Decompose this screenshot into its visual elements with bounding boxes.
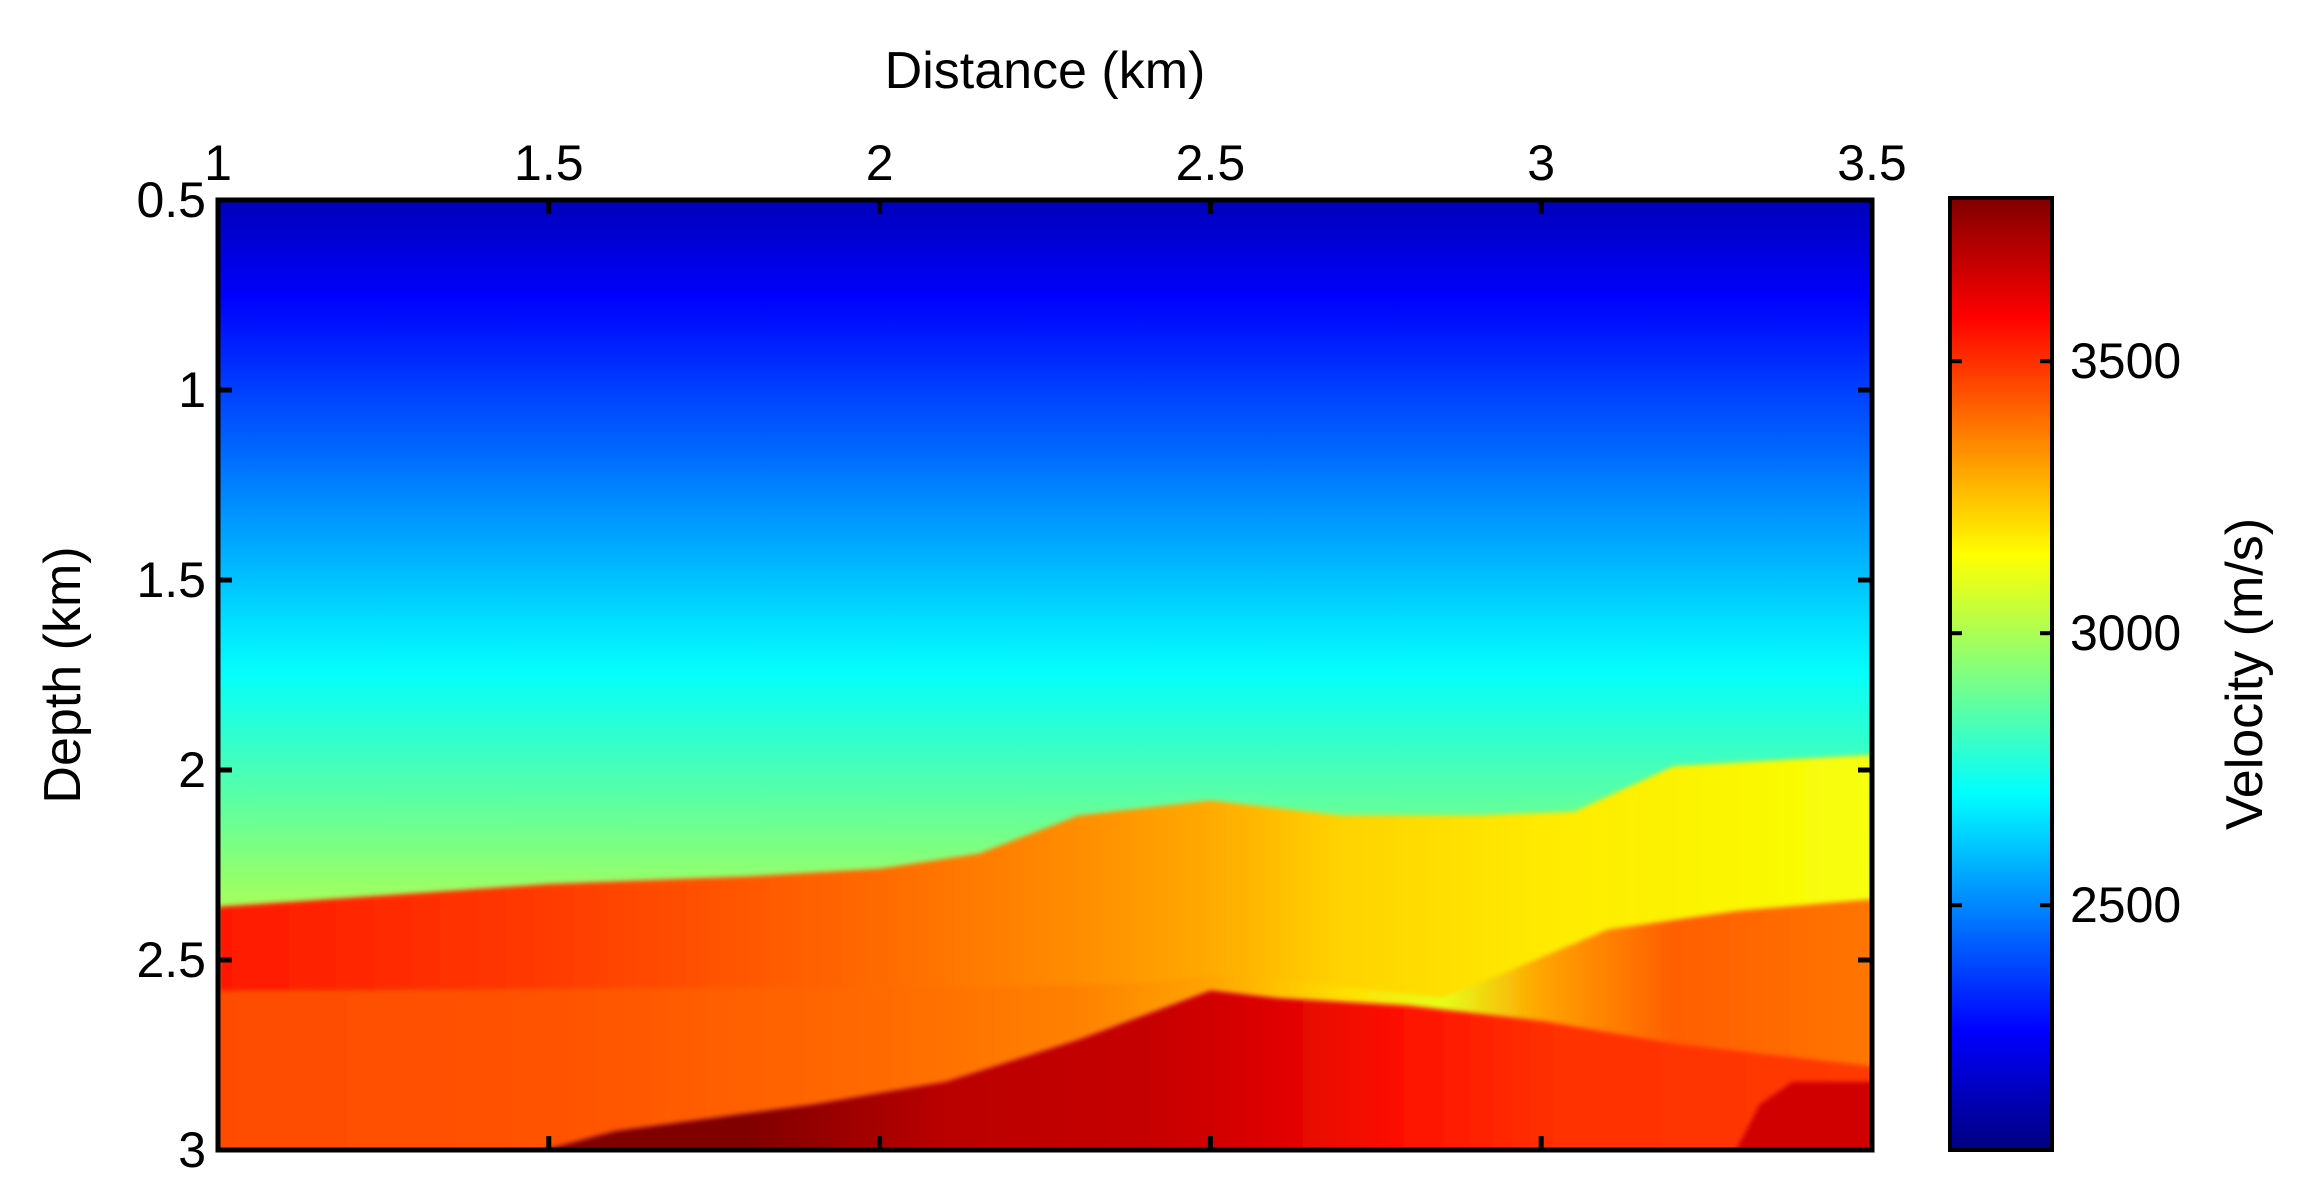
y-tick-label: 3 xyxy=(178,1122,206,1178)
x-tick-label: 1.5 xyxy=(514,135,584,191)
colorbar-fill xyxy=(1950,198,2052,1150)
colorbar-frame xyxy=(1948,196,2054,1152)
y-tick-label: 1.5 xyxy=(136,552,206,608)
y-tick-label: 0.5 xyxy=(136,172,206,228)
colorbar-tick-label: 2500 xyxy=(2070,877,2181,933)
x-tick-label: 3 xyxy=(1527,135,1555,191)
x-tick-label: 2 xyxy=(866,135,894,191)
y-tick-label: 2 xyxy=(178,742,206,798)
colorbar-tick-label: 3500 xyxy=(2070,333,2181,389)
x-tick-label: 3.5 xyxy=(1837,135,1907,191)
x-tick-label: 1 xyxy=(204,135,232,191)
corner-body-region xyxy=(1736,1081,1872,1150)
y-tick-label: 1 xyxy=(178,362,206,418)
y-tick-label: 2.5 xyxy=(136,932,206,988)
colorbar: 2500 3000 3500 Velocity (m/s) xyxy=(1948,196,2274,1152)
x-tick-label: 2.5 xyxy=(1176,135,1246,191)
x-axis-title: Distance (km) xyxy=(885,42,1206,100)
y-axis-title: Depth (km) xyxy=(34,546,92,803)
x-axis: 1 1.5 2 2.5 3 3.5 xyxy=(204,135,1907,1150)
layer-4-region xyxy=(544,990,1872,1150)
velocity-heatmap xyxy=(218,200,1872,1150)
plot-frame xyxy=(215,197,1875,1153)
y-axis: 0.5 1 1.5 2 2.5 3 xyxy=(136,172,1872,1178)
colorbar-ticks: 2500 3000 3500 xyxy=(1950,333,2181,933)
colorbar-tick-label: 3000 xyxy=(2070,605,2181,661)
colorbar-title: Velocity (m/s) xyxy=(2216,518,2274,830)
velocity-layers xyxy=(218,754,1872,1150)
